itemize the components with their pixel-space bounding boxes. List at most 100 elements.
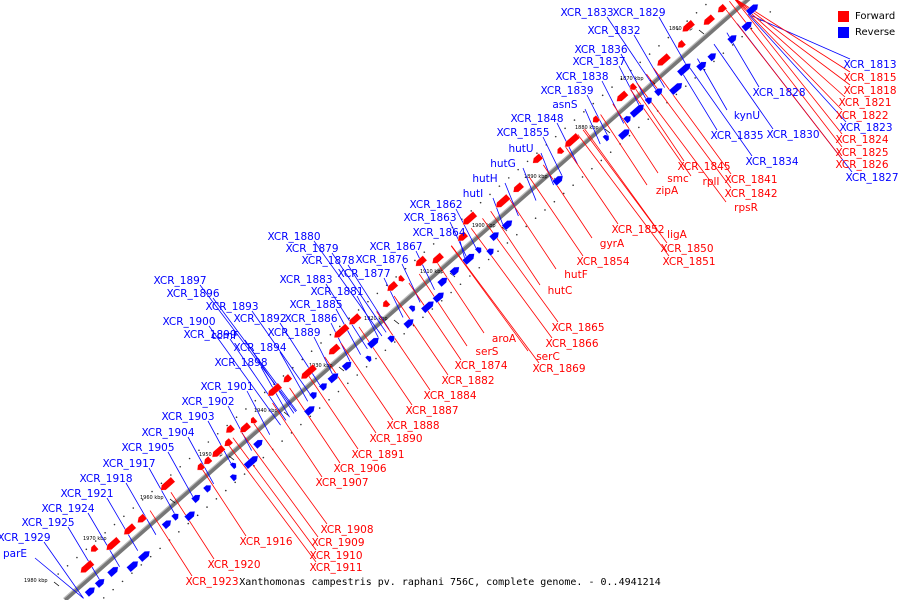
gene-label-xcr-1925[interactable]: XCR_1925: [21, 517, 74, 529]
gene-label-xcr-1883[interactable]: XCR_1883: [279, 274, 332, 286]
gene-arrow-f38[interactable]: [717, 3, 728, 13]
gene-arrow-f10[interactable]: [225, 424, 236, 434]
gene-label-xcr-1904[interactable]: XCR_1904: [141, 427, 194, 439]
gene-arrow-r30[interactable]: [485, 248, 495, 257]
gene-label-xcr-1877[interactable]: XCR_1877: [337, 268, 390, 280]
gene-label-serc[interactable]: serC: [536, 351, 560, 363]
gene-arrow-f11[interactable]: [239, 421, 252, 433]
gene-label-xcr-1889[interactable]: XCR_1889: [267, 327, 320, 339]
gene-arrow-r40[interactable]: [668, 82, 683, 96]
gene-label-xcr-1920[interactable]: XCR_1920: [207, 559, 260, 571]
gene-arrow-r10[interactable]: [229, 473, 237, 482]
gene-arrow-r27[interactable]: [449, 266, 460, 277]
gene-arrow-r44[interactable]: [726, 34, 737, 45]
gene-label-xcr-1852[interactable]: XCR_1852: [611, 224, 664, 236]
gene-label-zipa[interactable]: zipA: [656, 185, 679, 197]
gene-arrow-f30[interactable]: [564, 132, 581, 148]
gene-label-aroa[interactable]: aroA: [492, 333, 517, 345]
gene-label-xcr-1829[interactable]: XCR_1829: [612, 7, 665, 19]
gene-label-xcr-1902[interactable]: XCR_1902: [181, 396, 234, 408]
gene-arrow-f25[interactable]: [462, 211, 478, 225]
gene-arrow-r12[interactable]: [243, 455, 259, 470]
gene-label-asns[interactable]: asnS: [552, 99, 578, 111]
gene-label-xcr-1900[interactable]: XCR_1900: [162, 316, 215, 328]
gene-arrow-r32[interactable]: [501, 220, 513, 231]
gene-arrow-r0[interactable]: [84, 587, 96, 598]
gene-arrow-f8[interactable]: [211, 444, 226, 458]
gene-label-xcr-1903[interactable]: XCR_1903: [161, 411, 214, 423]
gene-arrow-f27[interactable]: [512, 181, 525, 193]
gene-arrow-f21[interactable]: [398, 274, 406, 283]
gene-label-sers[interactable]: serS: [476, 346, 499, 358]
gene-label-xcr-1886[interactable]: XCR_1886: [284, 313, 337, 325]
gene-label-xcr-1918[interactable]: XCR_1918: [79, 473, 132, 485]
gene-label-xcr-1837[interactable]: XCR_1837: [572, 56, 625, 68]
gene-label-xcr-1830[interactable]: XCR_1830: [766, 129, 819, 141]
gene-arrow-f33[interactable]: [629, 82, 638, 91]
gene-arrow-f23[interactable]: [431, 252, 445, 264]
gene-label-ccmf[interactable]: ccmF: [211, 330, 239, 342]
gene-arrow-r15[interactable]: [308, 391, 318, 400]
gene-arrow-r17[interactable]: [327, 372, 339, 384]
gene-arrow-f29[interactable]: [556, 146, 565, 155]
gene-label-xcr-1896[interactable]: XCR_1896: [166, 288, 219, 300]
gene-arrow-f18[interactable]: [348, 312, 362, 325]
gene-arrow-r2[interactable]: [106, 566, 119, 578]
gene-arrow-f0[interactable]: [80, 559, 95, 574]
gene-arrow-f34[interactable]: [656, 52, 672, 67]
gene-label-xcr-1874[interactable]: XCR_1874: [454, 360, 507, 372]
gene-arrow-f32[interactable]: [616, 90, 629, 102]
gene-label-xcr-1864[interactable]: XCR_1864: [412, 227, 465, 239]
gene-label-hutg[interactable]: hutG: [490, 158, 516, 170]
gene-label-xcr-1923[interactable]: XCR_1923: [185, 576, 238, 588]
gene-label-pare[interactable]: parE: [3, 548, 27, 560]
gene-label-xcr-1921[interactable]: XCR_1921: [60, 488, 113, 500]
gene-label-xcr-1899[interactable]: XCR_1899: [183, 329, 236, 341]
gene-label-xcr-1836[interactable]: XCR_1836: [574, 44, 627, 56]
gene-arrow-f16[interactable]: [328, 343, 341, 355]
gene-label-xcr-1892[interactable]: XCR_1892: [233, 313, 286, 325]
gene-label-xcr-1880[interactable]: XCR_1880: [267, 231, 320, 243]
gene-label-huth[interactable]: hutH: [472, 173, 497, 185]
gene-label-xcr-1893[interactable]: XCR_1893: [205, 301, 258, 313]
gene-label-xcr-1838[interactable]: XCR_1838: [555, 71, 608, 83]
gene-arrow-r39[interactable]: [653, 87, 663, 97]
gene-label-xcr-1839[interactable]: XCR_1839: [540, 85, 593, 97]
gene-arrow-f36[interactable]: [682, 19, 696, 32]
gene-arrow-r11[interactable]: [229, 462, 237, 470]
gene-label-rpli[interactable]: rplI: [703, 176, 720, 188]
gene-label-xcr-1865[interactable]: XCR_1865: [551, 322, 604, 334]
gene-label-xcr-1881[interactable]: XCR_1881: [310, 286, 363, 298]
gene-label-xcr-1908[interactable]: XCR_1908: [320, 524, 373, 536]
gene-arrow-r41[interactable]: [676, 63, 692, 77]
gene-label-hutu[interactable]: hutU: [508, 143, 533, 155]
gene-arrow-f37[interactable]: [703, 13, 716, 26]
gene-label-xcr-1885[interactable]: XCR_1885: [289, 299, 342, 311]
gene-arrow-f5[interactable]: [160, 476, 176, 491]
gene-label-xcr-1827[interactable]: XCR_1827: [845, 172, 898, 184]
gene-label-xcr-1821[interactable]: XCR_1821: [838, 97, 891, 109]
gene-label-xcr-1863[interactable]: XCR_1863: [403, 212, 456, 224]
gene-label-smc[interactable]: smc: [667, 173, 689, 185]
gene-label-xcr-1826[interactable]: XCR_1826: [835, 159, 888, 171]
gene-label-xcr-1897[interactable]: XCR_1897: [153, 275, 206, 287]
gene-label-xcr-1841[interactable]: XCR_1841: [724, 174, 777, 186]
gene-label-huti[interactable]: hutI: [463, 188, 484, 200]
gene-label-xcr-1890[interactable]: XCR_1890: [369, 433, 422, 445]
gene-arrow-r23[interactable]: [408, 304, 416, 313]
gene-label-xcr-1850[interactable]: XCR_1850: [660, 243, 713, 255]
gene-label-xcr-1832[interactable]: XCR_1832: [587, 25, 640, 37]
gene-label-xcr-1898[interactable]: XCR_1898: [214, 357, 267, 369]
gene-label-hutc[interactable]: hutC: [548, 285, 573, 297]
gene-arrow-f1[interactable]: [90, 544, 99, 553]
gene-label-xcr-1888[interactable]: XCR_1888: [386, 420, 439, 432]
gene-arrow-f15[interactable]: [300, 363, 318, 380]
gene-arrow-f28[interactable]: [532, 153, 544, 164]
gene-arrow-r4[interactable]: [137, 550, 151, 563]
gene-arrow-f12[interactable]: [250, 416, 258, 424]
gene-label-xcr-1854[interactable]: XCR_1854: [576, 256, 629, 268]
gene-label-xcr-1891[interactable]: XCR_1891: [351, 449, 404, 461]
gene-arrow-r21[interactable]: [386, 335, 395, 344]
gene-label-hutf[interactable]: hutF: [564, 269, 587, 281]
gene-arrow-r3[interactable]: [126, 560, 139, 573]
